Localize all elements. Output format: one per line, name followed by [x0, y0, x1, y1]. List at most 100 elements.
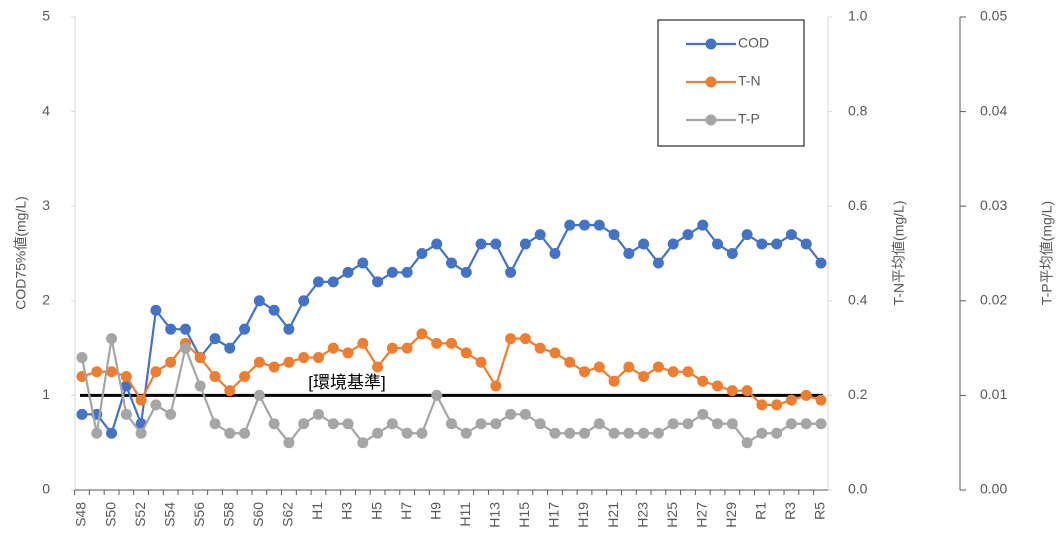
data-point [342, 347, 354, 359]
data-point [785, 394, 797, 406]
y3-tick-label: 0.04 [980, 102, 1007, 118]
data-point [549, 427, 561, 439]
data-point [549, 347, 561, 359]
x-tick-label: H23 [634, 502, 650, 528]
data-point [312, 276, 324, 288]
data-point [800, 238, 812, 250]
data-point [135, 427, 147, 439]
x-tick-label: S52 [132, 502, 148, 527]
data-point [593, 361, 605, 373]
y2-tick-label: 0.2 [848, 386, 868, 402]
data-point [446, 257, 457, 269]
data-point [194, 352, 206, 364]
x-tick-label: R5 [812, 502, 828, 520]
data-point [682, 366, 694, 378]
data-point [623, 248, 635, 259]
data-point [608, 375, 620, 387]
y-tick-label: 0 [42, 481, 50, 497]
data-point [431, 238, 443, 250]
series-line [82, 223, 822, 436]
data-point [697, 375, 709, 387]
data-point [372, 361, 384, 373]
data-point [460, 347, 472, 359]
data-point [667, 238, 679, 250]
data-point [475, 418, 487, 430]
data-point [608, 229, 620, 241]
data-point [298, 295, 310, 307]
data-point [505, 333, 517, 345]
data-point [135, 394, 147, 406]
y-tick-label: 1 [42, 386, 50, 402]
data-point [741, 229, 753, 241]
data-point [579, 366, 591, 378]
legend-marker [705, 114, 717, 126]
data-point [194, 380, 206, 392]
data-point [638, 370, 650, 382]
data-point [475, 238, 487, 250]
data-point [638, 427, 650, 439]
y2-tick-label: 0.4 [848, 292, 868, 308]
data-point [682, 418, 694, 430]
data-point [150, 304, 162, 316]
y2-tick-label: 0.0 [848, 481, 868, 497]
x-tick-label: H3 [339, 502, 355, 520]
data-point [106, 427, 118, 439]
data-point [401, 266, 413, 278]
data-point [372, 276, 384, 288]
data-point [239, 323, 251, 335]
data-point [756, 238, 768, 250]
data-point [106, 366, 118, 378]
data-point [298, 418, 310, 430]
y2-axis-title: T-N平均値(mg/L) [891, 201, 907, 306]
data-point [431, 389, 443, 401]
data-point [800, 389, 812, 401]
y3-tick-label: 0.02 [980, 292, 1007, 308]
data-point [534, 342, 546, 354]
legend-marker [705, 38, 717, 50]
data-point [386, 266, 398, 278]
data-point [209, 333, 221, 345]
x-tick-label: S58 [221, 502, 237, 527]
data-point [179, 323, 191, 335]
data-point [357, 437, 369, 449]
data-point [106, 333, 118, 345]
data-point [800, 418, 812, 430]
data-point [209, 370, 221, 382]
data-point [519, 333, 531, 345]
y3-tick-label: 0.01 [980, 386, 1007, 402]
data-point [712, 380, 724, 392]
data-point [667, 366, 679, 378]
data-point [623, 427, 635, 439]
data-point [357, 337, 369, 349]
data-point [342, 418, 354, 430]
data-point [771, 427, 783, 439]
data-point [593, 219, 605, 231]
data-point [712, 418, 724, 430]
x-tick-label: H1 [309, 502, 325, 520]
y-tick-label: 5 [42, 8, 50, 24]
data-point [372, 427, 384, 439]
x-tick-label: S56 [191, 502, 207, 527]
data-point [505, 408, 517, 420]
data-point [667, 418, 679, 430]
data-point [697, 219, 709, 231]
data-point [91, 366, 103, 378]
data-point [564, 356, 576, 368]
x-tick-label: H13 [487, 502, 503, 528]
x-tick-label: H11 [457, 502, 473, 527]
y3-tick-label: 0.03 [980, 197, 1007, 213]
data-point [608, 427, 620, 439]
data-point [209, 418, 221, 430]
data-point [726, 385, 738, 397]
data-point [579, 219, 591, 231]
legend-label: COD [738, 35, 769, 51]
x-tick-label: H19 [575, 502, 591, 528]
legend-label: T-N [738, 73, 761, 89]
x-tick-label: S50 [102, 502, 118, 527]
data-point [652, 361, 664, 373]
data-point [401, 342, 413, 354]
data-point [756, 399, 768, 411]
data-point [298, 352, 310, 364]
x-tick-label: H9 [427, 502, 443, 520]
data-point [165, 356, 177, 368]
